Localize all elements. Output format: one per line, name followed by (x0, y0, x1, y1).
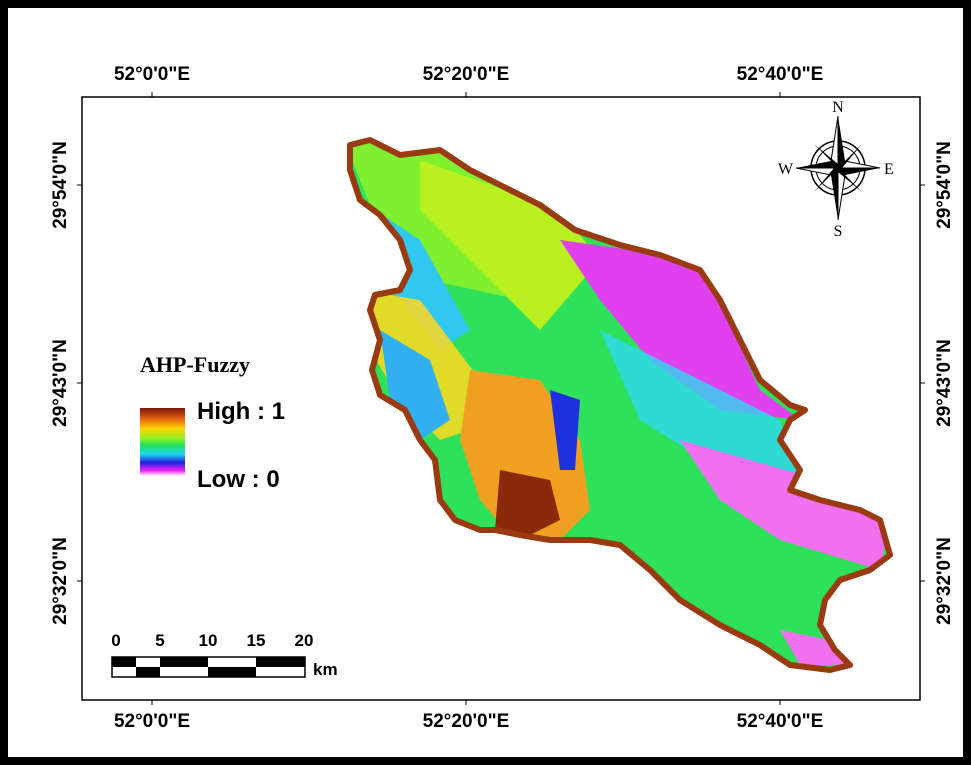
compass-w: W (778, 161, 794, 178)
legend-high: High : 1 (197, 398, 285, 425)
top-coord: 52°0'0"E (114, 64, 190, 85)
scale-unit: km (313, 660, 338, 679)
left-coord: 29°32'0"N (50, 537, 71, 625)
compass-n: N (832, 99, 844, 116)
scale-label: 5 (155, 631, 164, 650)
bottom-coord: 52°40'0"E (737, 711, 824, 732)
compass-e: E (884, 161, 894, 178)
compass-s: S (834, 223, 843, 240)
bottom-coord: 52°20'0"E (423, 711, 510, 732)
right-coord: 29°54'0"N (934, 141, 955, 229)
scale-label: 0 (111, 631, 120, 650)
top-coord: 52°40'0"E (737, 64, 824, 85)
legend-title: AHP-Fuzzy (140, 352, 250, 377)
right-coord: 29°32'0"N (934, 537, 955, 625)
scale-label: 10 (199, 631, 218, 650)
top-coord: 52°20'0"E (423, 64, 510, 85)
right-coord: 29°43'0"N (934, 339, 955, 427)
legend-low: Low : 0 (197, 466, 280, 493)
scale-label: 15 (247, 631, 266, 650)
left-coord: 29°54'0"N (50, 141, 71, 229)
scale-label: 20 (295, 631, 314, 650)
map-figure: 52°0'0"E 52°20'0"E 52°40'0"E 52°0'0"E 52°20'… (0, 0, 971, 765)
bottom-coord: 52°0'0"E (114, 711, 190, 732)
left-coord: 29°43'0"N (50, 339, 71, 427)
legend-ramp (140, 408, 185, 476)
